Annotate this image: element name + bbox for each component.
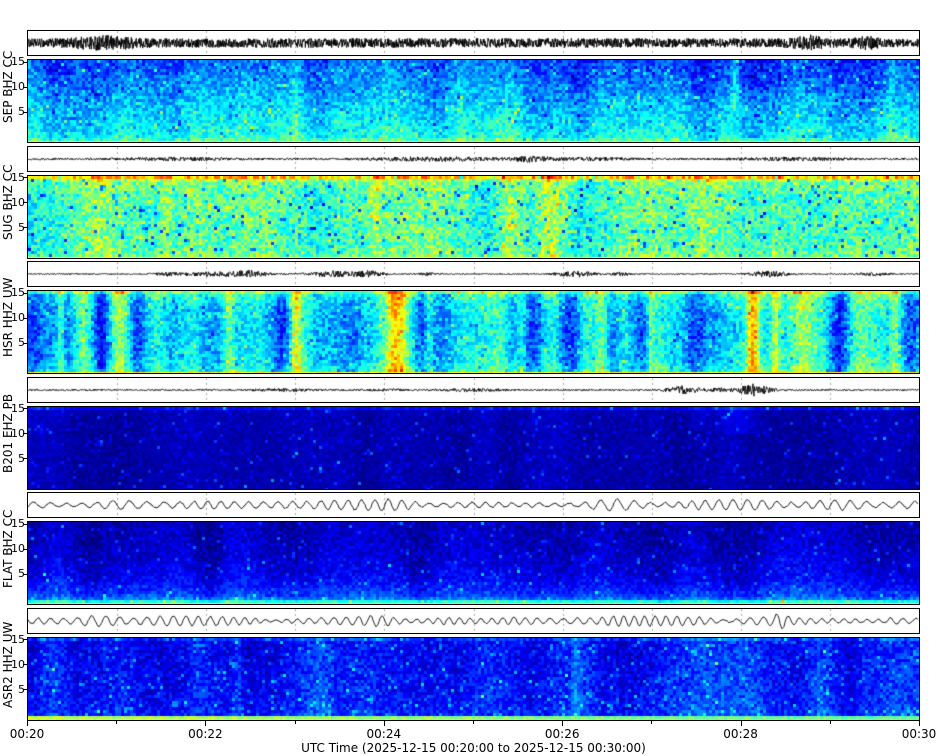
x-tick-label-00:26: 00:26 bbox=[544, 727, 580, 741]
freq-tick-label-5: 5 bbox=[18, 220, 25, 234]
spectrogram-panel bbox=[27, 521, 920, 605]
waveform-canvas bbox=[28, 377, 919, 402]
freq-tick-mark bbox=[23, 202, 27, 204]
freq-tick-label-5: 5 bbox=[18, 682, 25, 696]
spectrogram-canvas bbox=[28, 522, 919, 604]
freq-tick-mark bbox=[23, 227, 27, 229]
freq-tick-mark bbox=[23, 408, 27, 409]
spectrogram-canvas bbox=[28, 637, 919, 720]
channel-row-SEP: SEP BHZ CC 15 10 5 bbox=[0, 30, 950, 146]
waveform-panel bbox=[27, 492, 920, 518]
freq-tick-mark bbox=[23, 664, 27, 666]
freq-tick-label-10: 10 bbox=[11, 80, 25, 94]
freq-tick-mark bbox=[23, 177, 27, 178]
x-tick-label-00:20: 00:20 bbox=[9, 727, 45, 741]
freq-tick-label-15: 15 bbox=[11, 401, 25, 415]
x-tick-mark bbox=[919, 720, 920, 726]
waveform-canvas bbox=[28, 146, 919, 171]
freq-tick-label-10: 10 bbox=[11, 195, 25, 209]
waveform-canvas bbox=[28, 608, 919, 633]
x-tick-mark bbox=[651, 720, 653, 724]
freq-tick-label-10: 10 bbox=[11, 426, 25, 440]
waveform-panel bbox=[27, 30, 920, 56]
waveform-canvas bbox=[28, 31, 919, 55]
freq-tick-mark bbox=[23, 639, 27, 640]
freq-tick-label-15: 15 bbox=[11, 55, 25, 68]
freq-tick-mark bbox=[23, 458, 27, 460]
freq-tick-label-10: 10 bbox=[11, 311, 25, 325]
channel-row-HSR: HSR HHZ UW 15 10 5 bbox=[0, 261, 950, 377]
freq-tick-label-5: 5 bbox=[18, 105, 25, 119]
x-tick-label-00:28: 00:28 bbox=[723, 727, 758, 741]
freq-tick-mark bbox=[23, 342, 27, 344]
x-tick-mark bbox=[205, 720, 207, 726]
waveform-canvas bbox=[28, 493, 919, 517]
freq-tick-label-15: 15 bbox=[11, 286, 25, 299]
x-tick-mark bbox=[294, 720, 296, 724]
channel-row-ASR2: ASR2 HHZ UW 15 10 5 bbox=[0, 607, 950, 724]
spectrogram-panel bbox=[27, 290, 920, 374]
freq-tick-mark bbox=[23, 689, 27, 691]
x-axis-label: UTC Time (2025-12-15 00:20:00 to 2025-12… bbox=[301, 741, 646, 755]
freq-tick-label-5: 5 bbox=[18, 451, 25, 465]
spectrogram-canvas bbox=[28, 406, 919, 489]
x-tick-mark bbox=[562, 720, 564, 726]
x-tick-mark bbox=[740, 720, 742, 726]
waveform-panel bbox=[27, 145, 920, 172]
x-tick-mark bbox=[116, 720, 118, 724]
spectrogram-canvas bbox=[28, 175, 919, 258]
freq-tick-mark bbox=[23, 433, 27, 435]
waveform-panel bbox=[27, 376, 920, 403]
freq-tick-mark bbox=[23, 573, 27, 575]
freq-tick-mark bbox=[23, 86, 27, 88]
freq-tick-label-15: 15 bbox=[11, 170, 25, 184]
channel-row-B201: B201 EHZ PB 15 10 5 bbox=[0, 376, 950, 493]
waveform-canvas bbox=[28, 262, 919, 286]
freq-tick-mark bbox=[23, 61, 27, 63]
channel-row-FLAT: FLAT BHZ CC 15 10 5 bbox=[0, 492, 950, 608]
x-tick-mark bbox=[383, 720, 385, 726]
freq-tick-mark bbox=[23, 292, 27, 294]
waveform-panel bbox=[27, 261, 920, 287]
freq-tick-mark bbox=[23, 111, 27, 113]
spectrogram-canvas bbox=[28, 291, 919, 373]
x-tick-mark bbox=[829, 720, 831, 724]
waveform-panel bbox=[27, 607, 920, 634]
x-tick-label-00:30: 00:30 bbox=[901, 727, 937, 741]
x-tick-label-00:22: 00:22 bbox=[188, 727, 223, 741]
freq-tick-label-10: 10 bbox=[11, 657, 25, 671]
spectrogram-panel bbox=[27, 174, 920, 259]
freq-tick-mark bbox=[23, 548, 27, 550]
freq-tick-label-10: 10 bbox=[11, 542, 25, 556]
spectrogram-canvas bbox=[28, 60, 919, 142]
freq-tick-label-15: 15 bbox=[11, 517, 25, 530]
x-tick-mark bbox=[27, 720, 28, 726]
x-tick-mark bbox=[473, 720, 474, 724]
spectrogram-panel bbox=[27, 405, 920, 490]
channel-row-SUG: SUG BHZ CC 15 10 5 bbox=[0, 145, 950, 262]
freq-tick-mark bbox=[23, 523, 27, 525]
freq-tick-mark bbox=[23, 317, 27, 319]
spectrogram-panel bbox=[27, 636, 920, 721]
x-tick-label-00:24: 00:24 bbox=[366, 727, 402, 741]
freq-tick-label-5: 5 bbox=[18, 336, 25, 350]
freq-tick-label-15: 15 bbox=[11, 632, 25, 646]
freq-tick-label-5: 5 bbox=[18, 567, 25, 581]
spectrogram-panel bbox=[27, 59, 920, 143]
